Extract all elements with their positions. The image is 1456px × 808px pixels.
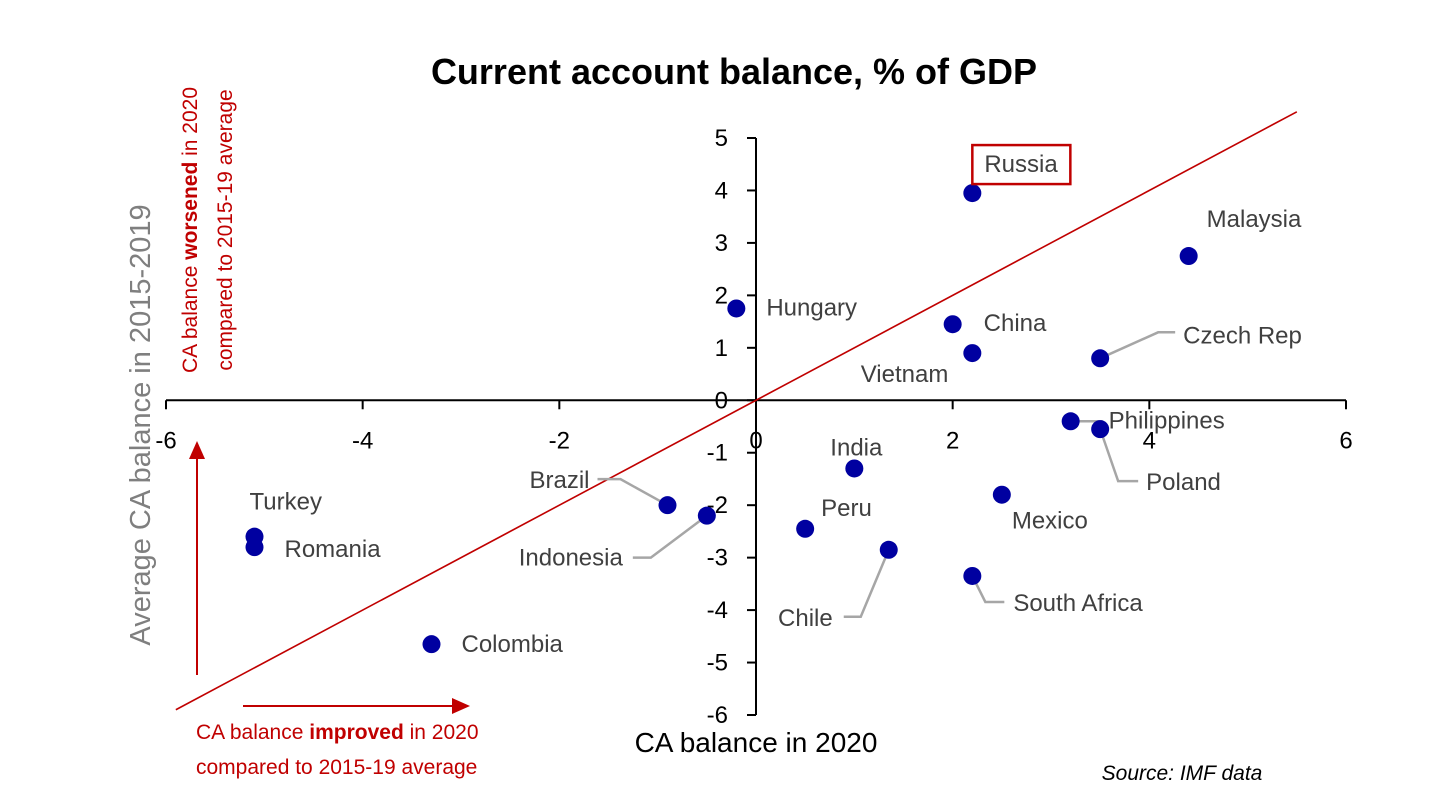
point-hungary [727,299,746,318]
leader-line-brazil [597,477,669,507]
improved-annotation: CA balance improved in 2020 compared to … [196,721,479,779]
reference-line [175,111,1298,711]
label-romania: Romania [285,536,382,563]
label-peru: Peru [821,495,872,522]
y-tick-label: 5 [715,125,728,152]
label-russia: Russia [984,151,1058,178]
data-points [245,184,1198,654]
right-arrow-head [452,698,470,714]
point-south-africa [963,566,982,585]
point-labels: Russia Malaysia Hungary China Czech Rep Vietn… [250,143,1302,658]
label-indonesia: Indonesia [519,545,624,572]
point-philippines [1061,412,1080,431]
leader-lines [597,331,1176,619]
label-mexico: Mexico [1012,508,1088,535]
improved-note-line-2: compared to 2015-19 average [196,756,477,779]
x-tick-label: 0 [749,427,762,454]
leader-line-indonesia [632,514,708,559]
point-poland [1091,420,1110,439]
y-axis-title: Average CA balance in 2015-2019 [125,204,157,645]
improved-note-line-1: CA balance improved in 2020 [196,721,479,744]
highlight-box-russia [971,143,1072,186]
leader-line-chile [843,549,890,619]
reference-line-group [175,111,1298,711]
point-colombia [422,635,441,654]
worsened-annotation: CA balance worsened in 2020 compared to … [179,87,237,373]
label-colombia: Colombia [462,631,564,658]
worsened-note-line-2: compared to 2015-19 average [214,89,237,370]
point-brazil [658,496,677,515]
y-tick-label: -1 [707,440,728,467]
label-vietnam: Vietnam [861,361,949,388]
y-tick-label: 3 [715,230,728,257]
label-brazil: Brazil [529,467,589,494]
x-tick-label: -4 [352,427,373,454]
point-indonesia [697,506,716,525]
up-arrow-head [189,441,205,459]
label-philippines: Philippines [1109,407,1225,434]
y-tick-label: -3 [707,545,728,572]
x-axis-title: CA balance in 2020 [635,727,878,758]
y-tick-label: -5 [707,650,728,677]
label-turkey: Turkey [250,489,322,516]
point-china [943,315,962,334]
point-czech-rep [1091,349,1110,368]
label-india: India [830,434,883,461]
point-vietnam [963,344,982,363]
label-chile: Chile [778,605,833,632]
x-tick-label: 6 [1339,427,1352,454]
label-czech-rep: Czech Rep [1183,322,1302,349]
point-peru [796,519,815,538]
point-chile [879,540,898,559]
y-tick-label: 4 [715,177,728,204]
y-tick-label: -6 [707,702,728,729]
source-note: Source: IMF data [1102,762,1263,785]
point-malaysia [1179,247,1198,266]
label-china: China [984,310,1047,337]
label-poland: Poland [1146,469,1221,496]
chart-title: Current account balance, % of GDP [431,51,1037,92]
y-tick-label: 2 [715,282,728,309]
point-mexico [992,485,1011,504]
worsened-note-line-1: CA balance worsened in 2020 [179,87,202,373]
label-hungary: Hungary [766,294,857,321]
label-malaysia: Malaysia [1207,206,1302,233]
point-india [845,459,864,478]
x-tick-label: -2 [549,427,570,454]
leader-line-czech-rep [1099,331,1176,360]
point-romania [245,538,264,557]
label-south-africa: South Africa [1013,590,1143,617]
leader-line-south-africa [971,575,1005,604]
x-tick-label: 2 [946,427,959,454]
x-tick-label: 4 [1143,427,1156,454]
leader-line-poland [1098,428,1139,483]
x-tick-label: -6 [155,427,176,454]
y-tick-label: 1 [715,335,728,362]
y-tick-label: -4 [707,597,728,624]
point-russia [963,184,982,203]
y-tick-label: 0 [715,387,728,414]
